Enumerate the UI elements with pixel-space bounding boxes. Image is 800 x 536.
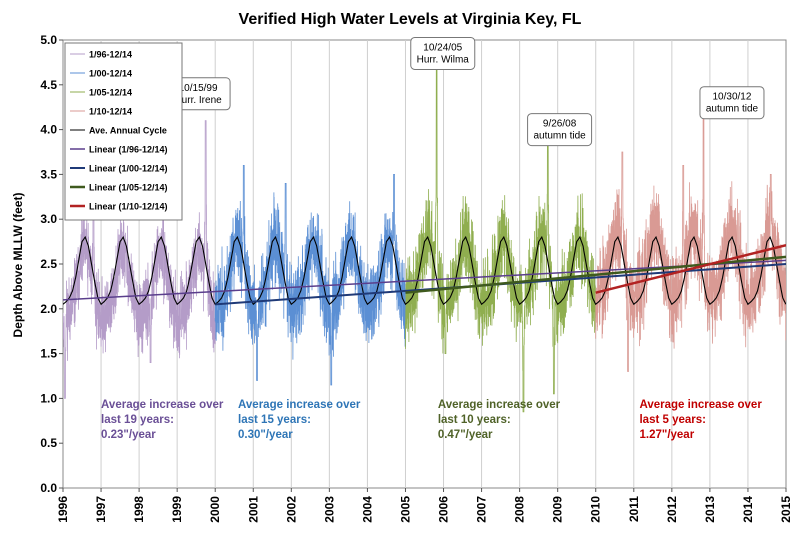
- legend-label: 1/96-12/14: [89, 50, 132, 60]
- x-tick-label: 2002: [284, 496, 298, 523]
- annotation-text: 0.30"/year: [238, 429, 293, 441]
- annotation-text: Average increase over: [101, 399, 224, 411]
- legend-label: Ave. Annual Cycle: [89, 126, 167, 136]
- x-tick-label: 2014: [741, 496, 755, 523]
- legend-label: Linear (1/00-12/14): [89, 164, 168, 174]
- event-label-box: [410, 36, 476, 70]
- annotation-text: Average increase over: [639, 399, 762, 411]
- legend-label: Linear (1/96-12/14): [89, 145, 168, 155]
- y-tick-label: 3.0: [40, 212, 57, 226]
- chart-title: Verified High Water Levels at Virginia K…: [239, 11, 582, 28]
- trend-line: [405, 255, 786, 294]
- x-tick-label: 2005: [398, 496, 412, 523]
- x-tick-label: 1996: [56, 496, 70, 523]
- data-layer: [63, 60, 786, 413]
- x-tick-label: 1998: [132, 496, 146, 523]
- y-tick-label: 2.5: [40, 257, 57, 271]
- annotation-text: 0.23"/year: [101, 429, 156, 441]
- series-line: [405, 60, 597, 413]
- y-tick-label: 4.0: [40, 123, 57, 137]
- x-tick-label: 2013: [703, 496, 717, 523]
- annotation-text: last 15 years:: [238, 414, 311, 426]
- series-line: [595, 118, 786, 372]
- annual-cycle-line: [63, 235, 786, 306]
- x-tick-label: 1997: [94, 496, 108, 523]
- y-tick-label: 4.5: [40, 78, 57, 92]
- x-tick-label: 2000: [208, 496, 222, 523]
- x-tick-label: 2010: [589, 496, 603, 523]
- annotation-text: last 19 years:: [101, 414, 174, 426]
- annotation-text: 0.47"/year: [438, 429, 493, 441]
- event-label-text: autumn tide: [533, 131, 586, 142]
- event-label-text: Hurr. Irene: [174, 95, 222, 106]
- legend-label: Linear (1/10-12/14): [89, 202, 168, 212]
- annotation-text: Average increase over: [238, 399, 361, 411]
- x-tick-label: 2007: [475, 496, 489, 523]
- annotation-text: last 10 years:: [438, 414, 511, 426]
- y-tick-label: 2.0: [40, 302, 57, 316]
- annotation-text: Average increase over: [438, 399, 561, 411]
- y-axis-label: Depth Above MLLW (feet): [11, 193, 25, 338]
- legend-label: Linear (1/05-12/14): [89, 183, 168, 193]
- legend-label: 1/05-12/14: [89, 88, 132, 98]
- x-tick-label: 2003: [322, 496, 336, 523]
- y-tick-label: 1.5: [40, 347, 57, 361]
- event-label-text: 10/15/99: [179, 83, 218, 94]
- x-tick-label: 2015: [779, 496, 793, 523]
- x-tick-label: 2012: [665, 496, 679, 523]
- x-tick-label: 2006: [437, 496, 451, 523]
- event-label-text: Hurr. Wilma: [417, 54, 470, 65]
- event-label-text: 9/26/08: [543, 119, 577, 130]
- event-label-text: 10/24/05: [423, 42, 462, 53]
- x-tick-label: 1999: [170, 496, 184, 523]
- trend-line: [595, 243, 786, 294]
- legend-label: 1/10-12/14: [89, 107, 132, 117]
- y-tick-label: 0.0: [40, 481, 57, 495]
- event-label-text: autumn tide: [706, 104, 759, 115]
- event-label-box: [527, 113, 593, 147]
- y-tick-label: 1.0: [40, 391, 57, 405]
- legend-label: 1/00-12/14: [89, 69, 132, 79]
- x-tick-label: 2008: [513, 496, 527, 523]
- x-tick-label: 2009: [551, 496, 565, 523]
- plot-area: 1996 1997 1998 1999 2000 2001 2002 2003 2004 2005…: [40, 33, 793, 523]
- event-label-text: 10/30/12: [712, 92, 751, 103]
- y-tick-label: 0.5: [40, 436, 57, 450]
- annotation-text: 1.27"/year: [639, 429, 694, 441]
- annotation-text: last 5 years:: [639, 414, 706, 426]
- y-tick-label: 5.0: [40, 33, 57, 47]
- event-label-box: [699, 86, 765, 120]
- series-line: [63, 120, 216, 399]
- y-tick-label: 3.5: [40, 167, 57, 181]
- x-tick-label: 2001: [246, 496, 260, 523]
- x-tick-label: 2004: [360, 496, 374, 523]
- x-tick-label: 2011: [627, 496, 641, 522]
